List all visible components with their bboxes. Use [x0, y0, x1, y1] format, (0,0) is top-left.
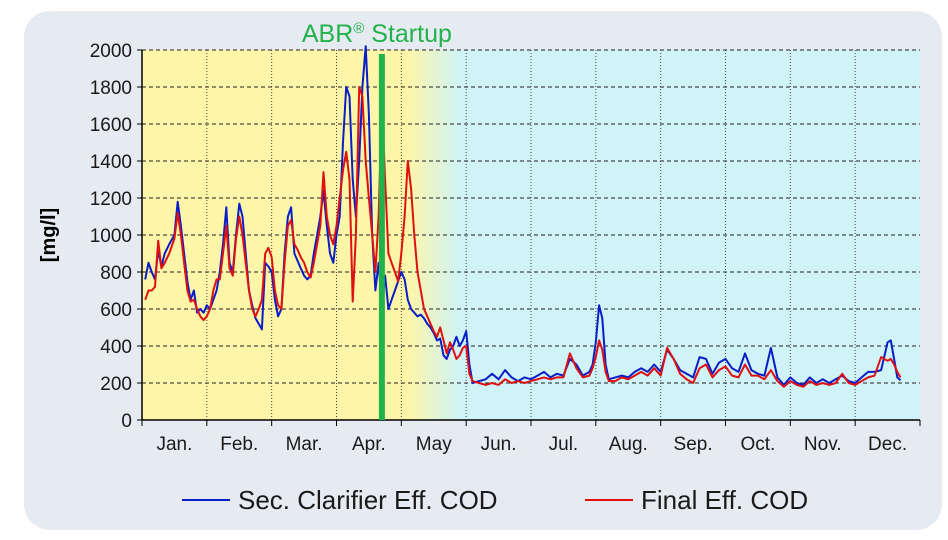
- legend-label: Sec. Clarifier Eff. COD: [238, 485, 498, 515]
- y-tick-label: 1600: [90, 115, 132, 136]
- y-tick-label: 200: [100, 374, 132, 395]
- y-tick-label: 1400: [90, 152, 132, 173]
- y-tick-label: 800: [100, 263, 132, 284]
- x-tick-label: Feb.: [220, 434, 258, 455]
- startup-label: ABR® Startup: [302, 20, 452, 48]
- y-tick-label: 600: [100, 300, 132, 321]
- x-tick-label: Jun.: [481, 434, 517, 455]
- y-tick-label: 1800: [90, 78, 132, 99]
- x-tick-label: Nov.: [804, 434, 842, 455]
- x-tick-label: May: [416, 434, 452, 455]
- series-lines: [144, 45, 902, 388]
- y-tick-label: 0: [121, 411, 132, 432]
- legend-label: Final Eff. COD: [641, 485, 808, 515]
- grid-lines: [142, 49, 920, 420]
- y-tick-label: 1000: [90, 226, 132, 247]
- tick-labels: 0 200 400 600 800 1000 1200 1400 1600 1800 2000 Jan…: [90, 41, 907, 455]
- x-tick-label: Oct.: [740, 434, 775, 455]
- x-tick-label: Dec.: [868, 434, 907, 455]
- x-tick-label: Aug.: [609, 434, 648, 455]
- x-tick-label: Sep.: [674, 434, 713, 455]
- x-tick-label: Jan.: [156, 434, 192, 455]
- series-line-sec-clarifier: [144, 45, 902, 386]
- y-axis-label: [mg/l]: [38, 208, 60, 262]
- series-line-final-eff: [144, 86, 902, 388]
- x-tick-label: Jul.: [549, 434, 579, 455]
- x-tick-label: Mar.: [286, 434, 323, 455]
- axes: [137, 49, 921, 426]
- y-tick-label: 400: [100, 337, 132, 358]
- startup-annotation: ABR® Startup: [302, 20, 452, 420]
- y-tick-label: 1200: [90, 189, 132, 210]
- x-tick-label: Apr.: [352, 434, 386, 455]
- legend: Sec. Clarifier Eff. COD Final Eff. COD: [182, 485, 808, 515]
- y-tick-label: 2000: [90, 41, 132, 62]
